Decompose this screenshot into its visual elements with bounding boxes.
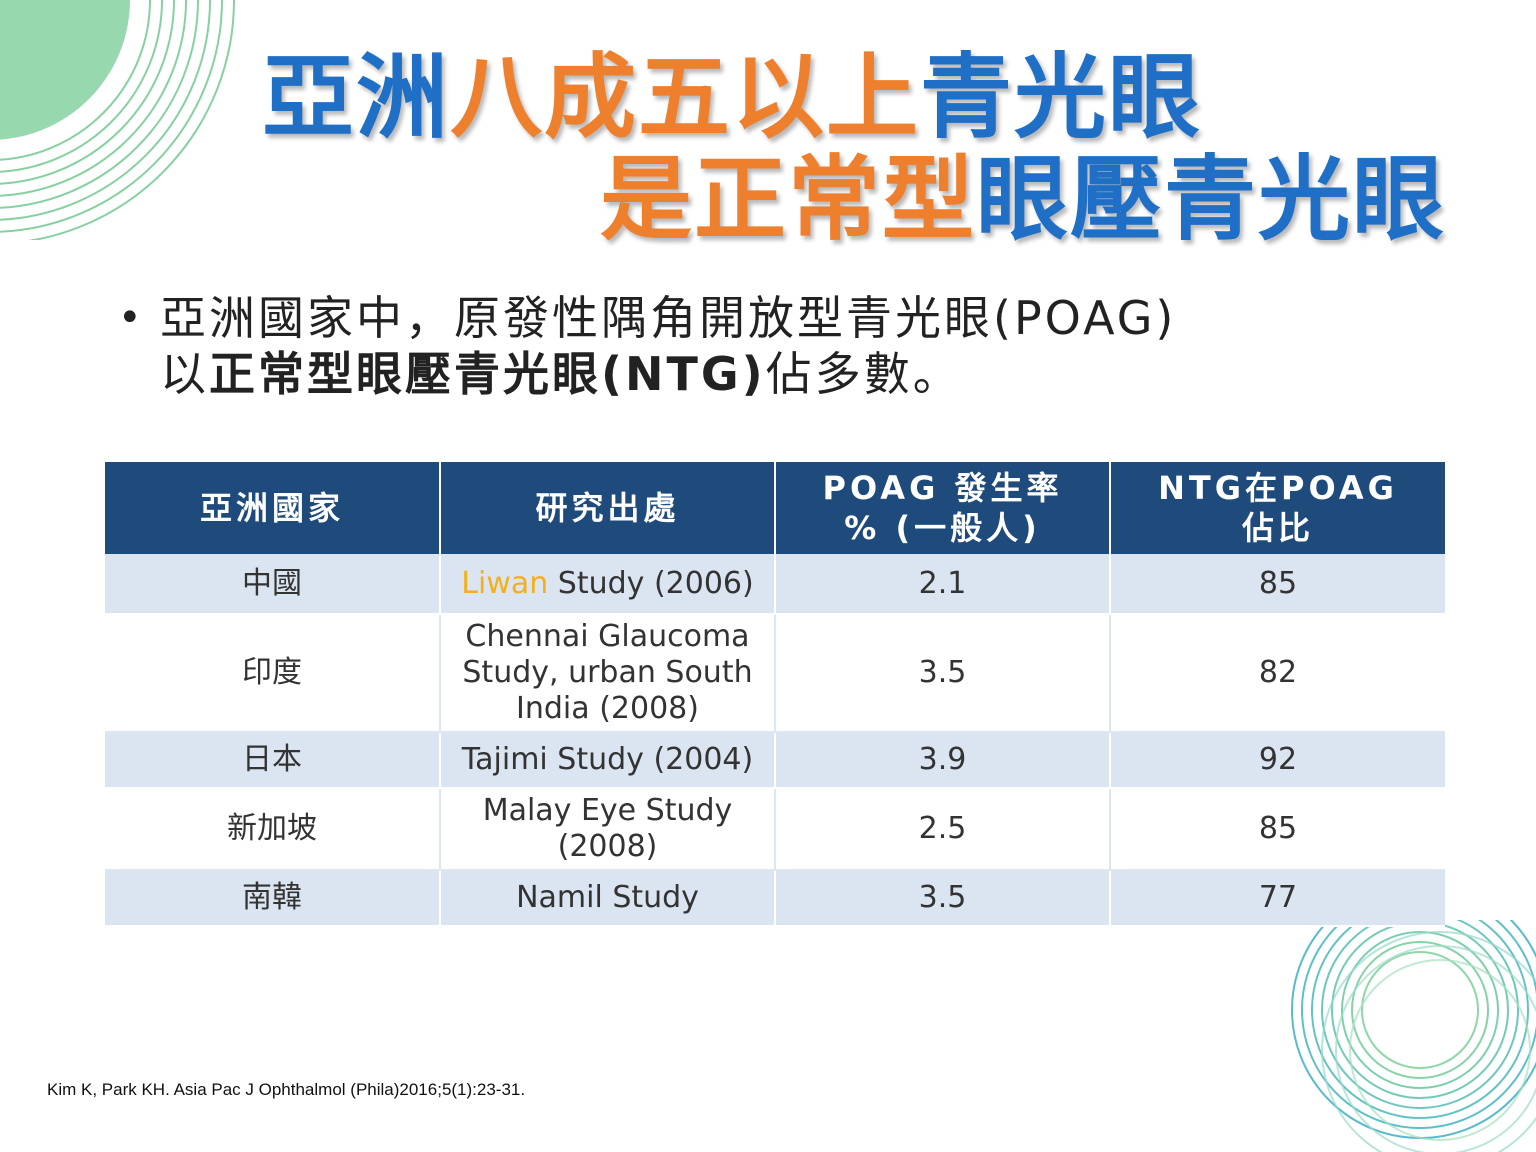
table-row: 日本 Tajimi Study (2004) 3.9 92 xyxy=(105,732,1445,789)
title-segment: 是正常型 xyxy=(600,146,977,253)
header-ntg-share: NTG在POAG 佔比 xyxy=(1110,462,1445,554)
citation-text: Kim K, Park KH. Asia Pac J Ophthalmol (P… xyxy=(47,1080,526,1099)
header-incidence: POAG 發生率% (一般人) xyxy=(775,462,1111,554)
cell-incidence: 2.1 xyxy=(775,554,1111,615)
cell-study: Tajimi Study (2004) xyxy=(440,732,776,789)
bullet-bold-term: 正常型眼壓青光眼(NTG) xyxy=(209,347,766,401)
decorative-rings-bottom-right xyxy=(1291,920,1536,1152)
cell-ntg-share: 85 xyxy=(1110,554,1445,615)
bullet-line-1: 亞洲國家中，原發性隅角開放型青光眼(POAG) xyxy=(160,291,1177,345)
title-segment: 眼壓青光眼 xyxy=(976,146,1447,253)
table-row: 印度 Chennai Glaucoma Study, urban South I… xyxy=(105,614,1445,733)
cell-country: 南韓 xyxy=(105,870,441,927)
cell-study: Malay Eye Study (2008) xyxy=(440,788,776,871)
glaucoma-study-table: 亞洲國家 研究出處 POAG 發生率% (一般人) NTG在POAG 佔比 中國 … xyxy=(105,462,1445,927)
table-row: 南韓 Namil Study 3.5 77 xyxy=(105,870,1445,927)
decorative-arcs-top-left xyxy=(0,0,235,240)
bullet-prefix: 以 xyxy=(160,347,209,401)
cell-incidence: 3.9 xyxy=(775,732,1111,789)
cell-study: Namil Study xyxy=(440,870,776,927)
header-country: 亞洲國家 xyxy=(105,462,441,554)
cell-ntg-share: 85 xyxy=(1110,788,1445,871)
bullet-suffix: 佔多數。 xyxy=(765,347,962,401)
cell-incidence: 3.5 xyxy=(775,870,1111,927)
title-segment: 八成五以上 xyxy=(450,44,921,151)
cell-ntg-share: 82 xyxy=(1110,614,1445,733)
bullet-marker: • xyxy=(118,295,145,341)
title-segment: 亞洲 xyxy=(262,44,451,151)
cell-country: 印度 xyxy=(105,614,441,733)
bullet-line-2: 以正常型眼壓青光眼(NTG)佔多數。 xyxy=(118,346,1438,402)
header-study: 研究出處 xyxy=(440,462,776,554)
bullet-point: • 亞洲國家中，原發性隅角開放型青光眼(POAG) 以正常型眼壓青光眼(NTG)… xyxy=(118,290,1438,402)
title-segment: 青光眼 xyxy=(920,44,1203,151)
table-header-row: 亞洲國家 研究出處 POAG 發生率% (一般人) NTG在POAG 佔比 xyxy=(105,462,1445,554)
cell-country: 中國 xyxy=(105,554,441,615)
cell-ntg-share: 77 xyxy=(1110,870,1445,927)
title-line-2: 是正常型眼壓青光眼 xyxy=(600,154,1446,246)
table-row: 新加坡 Malay Eye Study (2008) 2.5 85 xyxy=(105,788,1445,871)
cell-incidence: 2.5 xyxy=(775,788,1111,871)
cell-study: Chennai Glaucoma Study, urban South Indi… xyxy=(440,614,776,733)
title-line-1: 亞洲八成五以上青光眼 xyxy=(262,52,1202,144)
cell-country: 新加坡 xyxy=(105,788,441,871)
table-row: 中國 Liwan Study (2006) 2.1 85 xyxy=(105,554,1445,615)
study-highlight: Liwan xyxy=(461,565,549,601)
cell-country: 日本 xyxy=(105,732,441,789)
cell-ntg-share: 92 xyxy=(1110,732,1445,789)
cell-incidence: 3.5 xyxy=(775,614,1111,733)
cell-study: Liwan Study (2006) xyxy=(440,554,776,615)
